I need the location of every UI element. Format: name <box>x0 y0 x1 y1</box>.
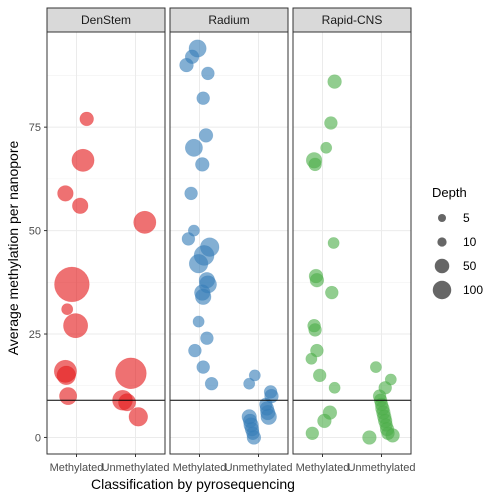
data-point <box>196 360 210 374</box>
data-point <box>362 430 377 445</box>
data-point <box>192 315 205 328</box>
legend-label: 10 <box>463 235 477 249</box>
facet-strip-label: Radium <box>208 13 249 27</box>
legend-entries: 5 10 50 100 <box>432 211 483 300</box>
panel-border <box>46 31 166 455</box>
data-point <box>369 361 382 374</box>
data-point <box>118 393 137 412</box>
data-point <box>188 343 202 358</box>
legend-key <box>432 280 452 300</box>
legend-label: 5 <box>463 211 470 225</box>
data-point <box>128 407 148 427</box>
data-point <box>260 408 277 425</box>
panel-border <box>292 31 412 455</box>
x-axis-title: Classification by pyrosequencing <box>91 476 295 492</box>
facet-strip-label: Rapid-CNS <box>322 13 383 27</box>
facet-strip-label: DenStem <box>81 13 131 27</box>
data-point <box>184 138 203 157</box>
data-point <box>71 148 95 172</box>
facet-strip <box>46 7 166 33</box>
data-point <box>308 157 322 172</box>
y-axis-title: Average methylation per nanopore <box>5 141 21 356</box>
legend-title: Depth <box>432 185 467 200</box>
data-point <box>309 273 325 288</box>
legend-key <box>434 258 450 274</box>
data-point <box>56 365 76 386</box>
panel-background <box>293 32 411 454</box>
data-point <box>61 303 74 316</box>
x-tick-label: Methylated <box>50 462 104 474</box>
data-point <box>59 387 78 406</box>
data-point <box>54 266 90 303</box>
legend-label: 50 <box>463 259 477 273</box>
data-point <box>246 430 262 445</box>
data-point <box>328 381 341 394</box>
data-point <box>72 197 89 214</box>
data-point <box>325 285 339 300</box>
x-tick-label: Methylated <box>173 462 227 474</box>
data-point <box>188 254 209 274</box>
data-point <box>312 368 327 383</box>
data-point <box>184 186 198 201</box>
legend-key <box>437 237 447 247</box>
x-tick-label: Unmethylated <box>102 462 170 474</box>
y-axis: 0 25 50 75 <box>29 122 47 444</box>
data-point <box>195 157 210 172</box>
data-point <box>181 232 196 246</box>
facet-strip <box>292 7 412 33</box>
data-point <box>305 352 318 365</box>
y-tick-label: 25 <box>29 329 41 341</box>
data-point <box>195 288 212 305</box>
data-point <box>385 428 400 443</box>
data-point <box>327 74 342 89</box>
data-point <box>198 128 214 143</box>
data-point <box>305 426 320 441</box>
data-point <box>63 313 89 339</box>
data-point <box>317 413 332 429</box>
data-point <box>196 91 210 105</box>
data-point <box>79 111 94 127</box>
data-point <box>248 369 261 382</box>
x-tick-label: Unmethylated <box>225 462 293 474</box>
data-point <box>327 237 340 249</box>
data-point <box>179 57 194 73</box>
data-point <box>320 141 333 154</box>
y-tick-label: 0 <box>35 432 41 444</box>
data-point <box>133 210 157 234</box>
data-point <box>243 377 256 390</box>
panel-border <box>169 31 289 455</box>
legend: Depth 5 10 50 100 <box>432 185 483 300</box>
data-point <box>201 66 215 81</box>
data-point <box>204 376 219 391</box>
x-tick-label: Unmethylated <box>348 462 416 474</box>
y-tick-label: 50 <box>29 226 41 238</box>
data-point <box>308 323 322 337</box>
data-point <box>200 331 214 345</box>
facet-panels: DenStemMethylatedUnmethylatedRadiumMethy… <box>46 7 416 474</box>
data-point <box>57 185 74 202</box>
x-tick-label: Methylated <box>296 462 350 474</box>
data-point <box>324 116 338 130</box>
legend-key <box>437 213 447 223</box>
legend-label: 100 <box>463 283 483 297</box>
data-point <box>115 357 147 390</box>
y-tick-label: 75 <box>29 122 41 134</box>
